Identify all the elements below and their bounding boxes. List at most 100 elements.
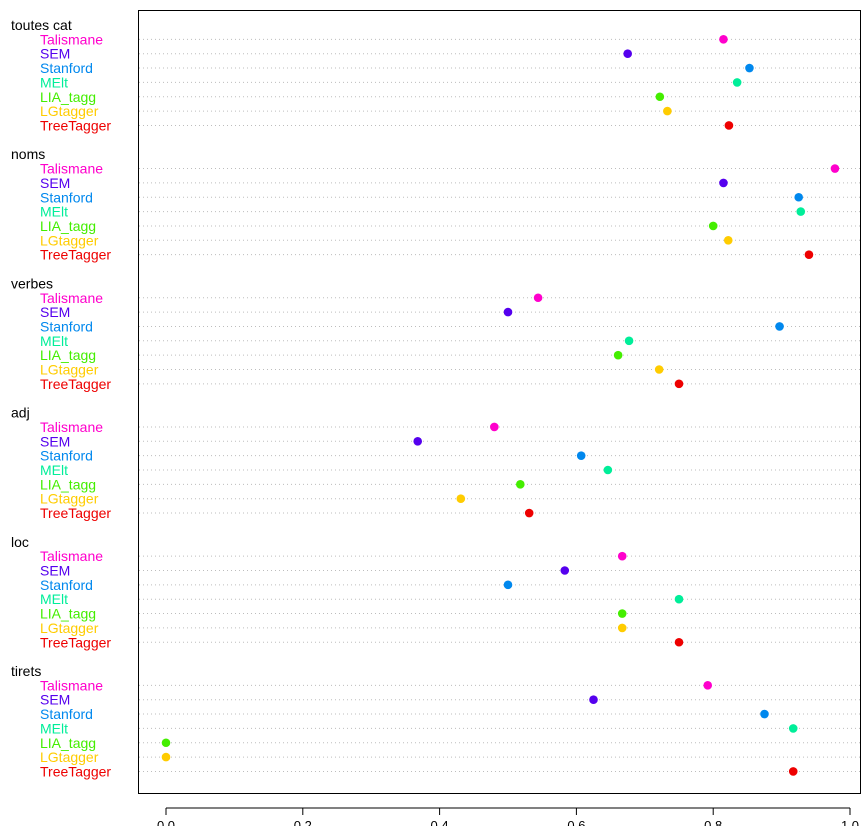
series-label: Talismane xyxy=(40,161,103,177)
data-point xyxy=(654,365,664,374)
series-label: MElt xyxy=(40,204,68,220)
data-point xyxy=(524,508,534,518)
x-tick-label: 0.2 xyxy=(294,818,312,826)
data-point xyxy=(589,695,598,704)
data-point xyxy=(830,164,840,173)
data-point xyxy=(775,322,784,331)
data-point xyxy=(456,494,466,504)
data-point xyxy=(533,293,543,303)
series-label: LGtagger xyxy=(40,749,99,765)
series-label: Talismane xyxy=(40,419,103,435)
series-label: LIA_tagg xyxy=(40,476,96,492)
data-point xyxy=(674,637,684,647)
series-label: Stanford xyxy=(40,189,93,205)
series-label: MElt xyxy=(40,333,68,349)
series-label: SEM xyxy=(40,304,70,320)
group-label: loc xyxy=(11,534,29,550)
series-label: TreeTagger xyxy=(40,376,111,392)
data-point xyxy=(719,178,728,188)
data-point xyxy=(617,623,627,633)
series-label: LGtagger xyxy=(40,620,99,636)
data-point xyxy=(788,724,798,733)
series-label: Stanford xyxy=(40,318,93,334)
data-point xyxy=(161,752,171,762)
series-label: LIA_tagg xyxy=(40,735,96,751)
data-point xyxy=(663,106,672,116)
data-point xyxy=(490,422,499,432)
data-point xyxy=(623,49,632,58)
series-label: MElt xyxy=(40,462,68,478)
series-label: MElt xyxy=(40,720,68,736)
x-tick-label: 0.0 xyxy=(157,818,175,826)
series-label: LGtagger xyxy=(40,103,99,119)
series-label: SEM xyxy=(40,175,70,191)
data-point xyxy=(613,350,623,360)
series-label: Talismane xyxy=(40,31,103,47)
series-label: Stanford xyxy=(40,706,93,722)
x-axis: 0.0 0.2 0.4 0.6 0.8 1.0 xyxy=(157,807,859,826)
data-point xyxy=(703,681,713,690)
data-point xyxy=(655,92,665,102)
series-label: LGtagger xyxy=(40,362,99,378)
series-label: Talismane xyxy=(40,548,103,564)
x-tick-label: 1.0 xyxy=(841,818,859,826)
series-label: TreeTagger xyxy=(40,117,111,133)
data-point xyxy=(161,738,171,748)
data-point xyxy=(503,580,513,590)
series-label: SEM xyxy=(40,433,70,449)
series-label: MElt xyxy=(40,591,68,607)
series-label: Talismane xyxy=(40,290,103,306)
series-label: LGtagger xyxy=(40,491,99,507)
gridlines xyxy=(139,38,860,772)
data-points xyxy=(161,35,840,776)
data-point xyxy=(503,307,513,317)
data-point xyxy=(732,78,742,87)
series-label: SEM xyxy=(40,563,70,579)
data-point xyxy=(674,594,684,604)
data-point xyxy=(617,551,627,561)
series-label: Stanford xyxy=(40,448,93,464)
group-label: tirets xyxy=(11,663,41,679)
data-point xyxy=(723,236,733,245)
data-point xyxy=(413,437,423,446)
data-point xyxy=(788,767,798,776)
series-label: TreeTagger xyxy=(40,634,111,650)
data-point xyxy=(603,465,613,475)
series-label: LIA_tagg xyxy=(40,347,96,363)
group-label: noms xyxy=(11,146,45,162)
series-label: SEM xyxy=(40,46,70,62)
series-label: LIA_tagg xyxy=(40,606,96,622)
x-tick-label: 0.4 xyxy=(431,818,449,826)
data-point xyxy=(719,35,728,44)
group-label: verbes xyxy=(11,275,53,291)
series-label: TreeTagger xyxy=(40,247,111,263)
data-point xyxy=(624,336,634,346)
series-label: Talismane xyxy=(40,677,103,693)
data-point xyxy=(560,566,570,575)
series-label: LIA_tagg xyxy=(40,89,96,105)
data-point xyxy=(617,609,627,618)
x-tick-label: 0.6 xyxy=(567,818,585,826)
series-label: LGtagger xyxy=(40,232,99,248)
group-label: toutes cat xyxy=(11,17,72,33)
data-point xyxy=(516,480,525,489)
series-label: TreeTagger xyxy=(40,505,111,521)
series-label: SEM xyxy=(40,692,70,708)
row-labels: toutes catTalismaneSEMStanfordMEltLIA_ta… xyxy=(11,17,111,779)
data-point xyxy=(760,709,769,719)
series-label: Stanford xyxy=(40,577,93,593)
data-point xyxy=(708,221,718,231)
series-label: TreeTagger xyxy=(40,763,111,779)
data-point xyxy=(576,451,586,460)
plot-frame xyxy=(138,10,861,794)
data-point xyxy=(796,207,806,216)
data-point xyxy=(724,121,734,130)
series-label: Stanford xyxy=(40,60,93,76)
series-label: LIA_tagg xyxy=(40,218,96,234)
group-label: adj xyxy=(11,405,30,421)
data-point xyxy=(794,192,803,202)
data-point xyxy=(804,250,814,259)
data-point xyxy=(745,63,754,73)
data-point xyxy=(674,379,684,389)
